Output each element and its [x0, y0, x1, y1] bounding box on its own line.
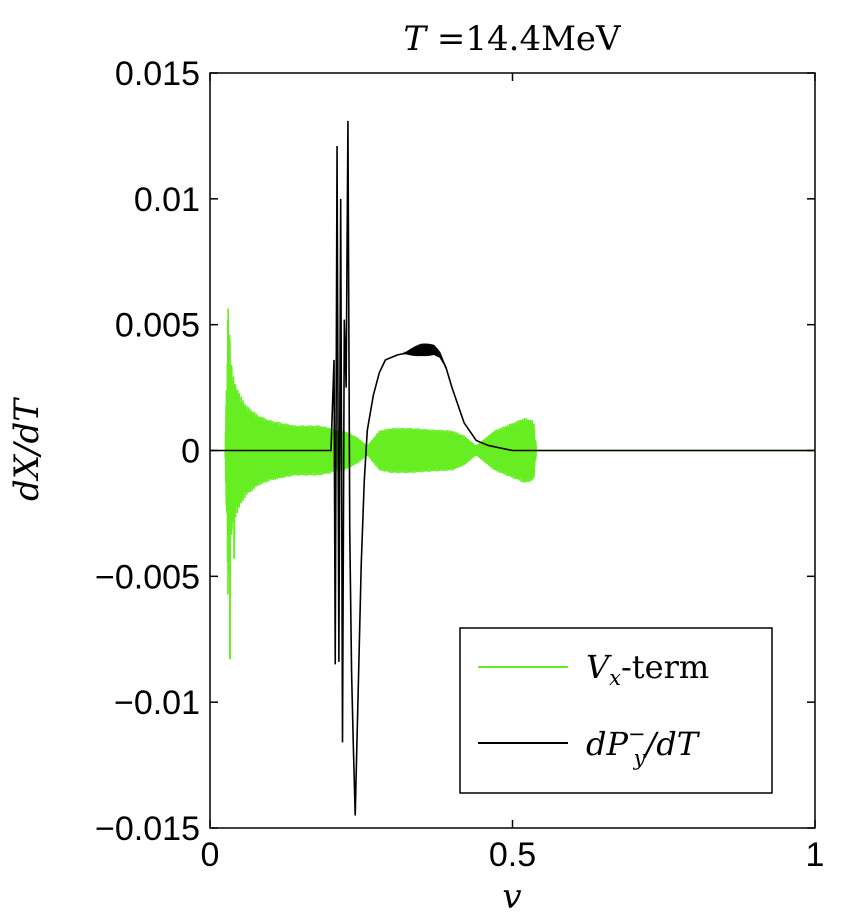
series-layer — [210, 120, 815, 816]
y-tick-label-3: 0 — [181, 433, 200, 471]
legend-label-dpy-dt: dP− y/dT — [586, 722, 701, 770]
y-tick-label-5: −0.01 — [114, 684, 200, 722]
x-axis-label: v — [502, 877, 521, 917]
chart-title: T =14.4MeV — [403, 19, 622, 59]
y-tick-label-2: 0.005 — [115, 307, 200, 345]
x-tick-label-0: 0 — [201, 836, 220, 874]
y-tick-label-6: −0.015 — [95, 810, 200, 848]
x-tick-label-2: 1 — [806, 836, 825, 874]
series-dpy-dt — [210, 120, 815, 816]
legend-label-vx-term: Vx-term — [586, 648, 709, 690]
ticks-layer: 0 0.5 1 0.015 0.01 0.005 0 −0.005 −0.01 −0.015 — [95, 55, 824, 874]
legend-box — [459, 627, 773, 794]
legend: Vx-term dP− y/dT — [459, 627, 773, 794]
series-dpy-dt-band — [403, 343, 447, 369]
y-tick-label-4: −0.005 — [95, 558, 200, 596]
series-vx-term — [224, 308, 538, 595]
y-axis-label: dX/dT — [7, 397, 47, 501]
x-tick-label-1: 0.5 — [489, 836, 536, 874]
y-tick-label-1: 0.01 — [134, 181, 200, 219]
y-tick-label-0: 0.015 — [115, 55, 200, 93]
